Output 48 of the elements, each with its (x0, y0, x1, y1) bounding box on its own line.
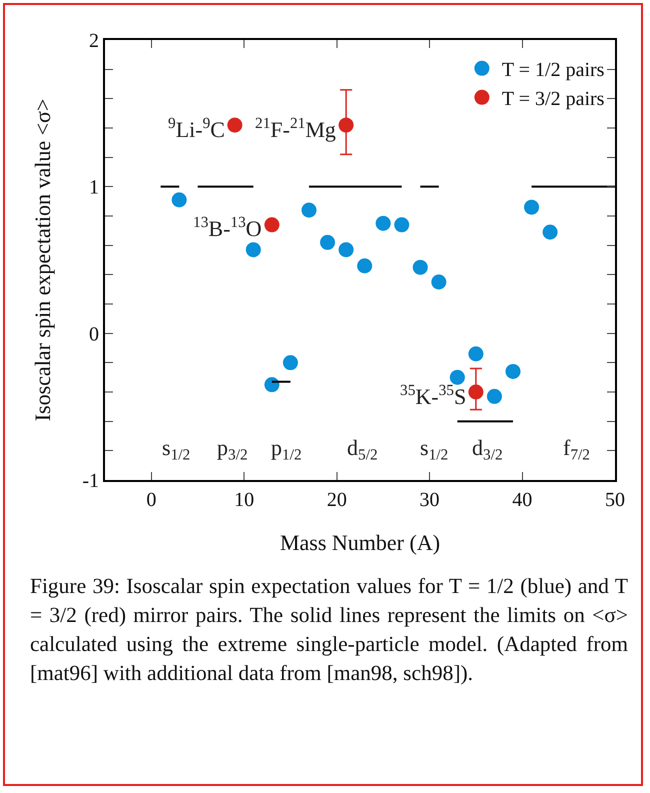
point (524, 200, 540, 215)
x-tick-label: 10 (234, 489, 254, 511)
point (542, 224, 558, 240)
legend-label: T = 1/2 pairs (502, 59, 605, 82)
point (338, 118, 354, 133)
point (246, 242, 261, 258)
point (172, 192, 187, 208)
point (264, 377, 280, 392)
point (320, 234, 336, 250)
y-tick-label: 1 (89, 176, 99, 199)
point (468, 346, 484, 362)
point (394, 217, 410, 232)
point (412, 260, 428, 275)
y-tick-label: 2 (89, 30, 99, 52)
point (450, 370, 465, 385)
point (338, 242, 354, 258)
annotation: $^{21}$F-$^{21}$Mg (255, 115, 336, 142)
point (264, 217, 280, 232)
x-tick-label: 40 (512, 489, 532, 511)
x-tick-label: 50 (605, 489, 625, 511)
annotation: p$_{1/2}$ (271, 435, 302, 464)
y-axis-title: Isoscalar spin expectation value <σ> (30, 98, 55, 422)
x-axis-title: Mass Number (A) (280, 530, 440, 555)
point (282, 355, 298, 370)
point (431, 274, 446, 290)
point (506, 364, 520, 379)
caption: Figure 39: Isoscalar spin expectation values for T = 1/2 (blue) and T = 3/2 (red) mirror pairs. The solid lines represent the limits on <σ> calculated using the extreme single-particle model. (Adapted from [mat96] with additional data from [man98, sch98]). (30, 573, 628, 687)
point (302, 202, 316, 218)
annotation: p$_{3/2}$ (217, 435, 248, 464)
y-tick-label: 0 (89, 323, 99, 346)
x-tick-label: 0 (146, 489, 156, 511)
point (357, 258, 372, 274)
point (468, 384, 484, 400)
annotation: s$_{1/2}$ (420, 435, 448, 464)
point (486, 388, 502, 404)
annotation: $^{9}$Li-$^{9}$C (168, 115, 225, 142)
legend-label: T = 3/2 pairs (502, 88, 605, 110)
point (227, 118, 242, 133)
x-tick-label: 30 (420, 489, 440, 511)
annotation: d$_{3/2}$ (472, 435, 503, 464)
point (376, 216, 391, 231)
annotation: f$_{7/2}$ (563, 435, 590, 464)
annotation: s$_{1/2}$ (162, 435, 190, 464)
x-tick-label: 20 (326, 489, 347, 511)
annotation: $^{35}$K-$^{35}$S (400, 382, 466, 410)
annotation: d$_{5/2}$ (347, 435, 378, 464)
annotation: $^{13}$B-$^{13}$O (193, 214, 262, 242)
y-tick-label: -1 (82, 470, 99, 492)
